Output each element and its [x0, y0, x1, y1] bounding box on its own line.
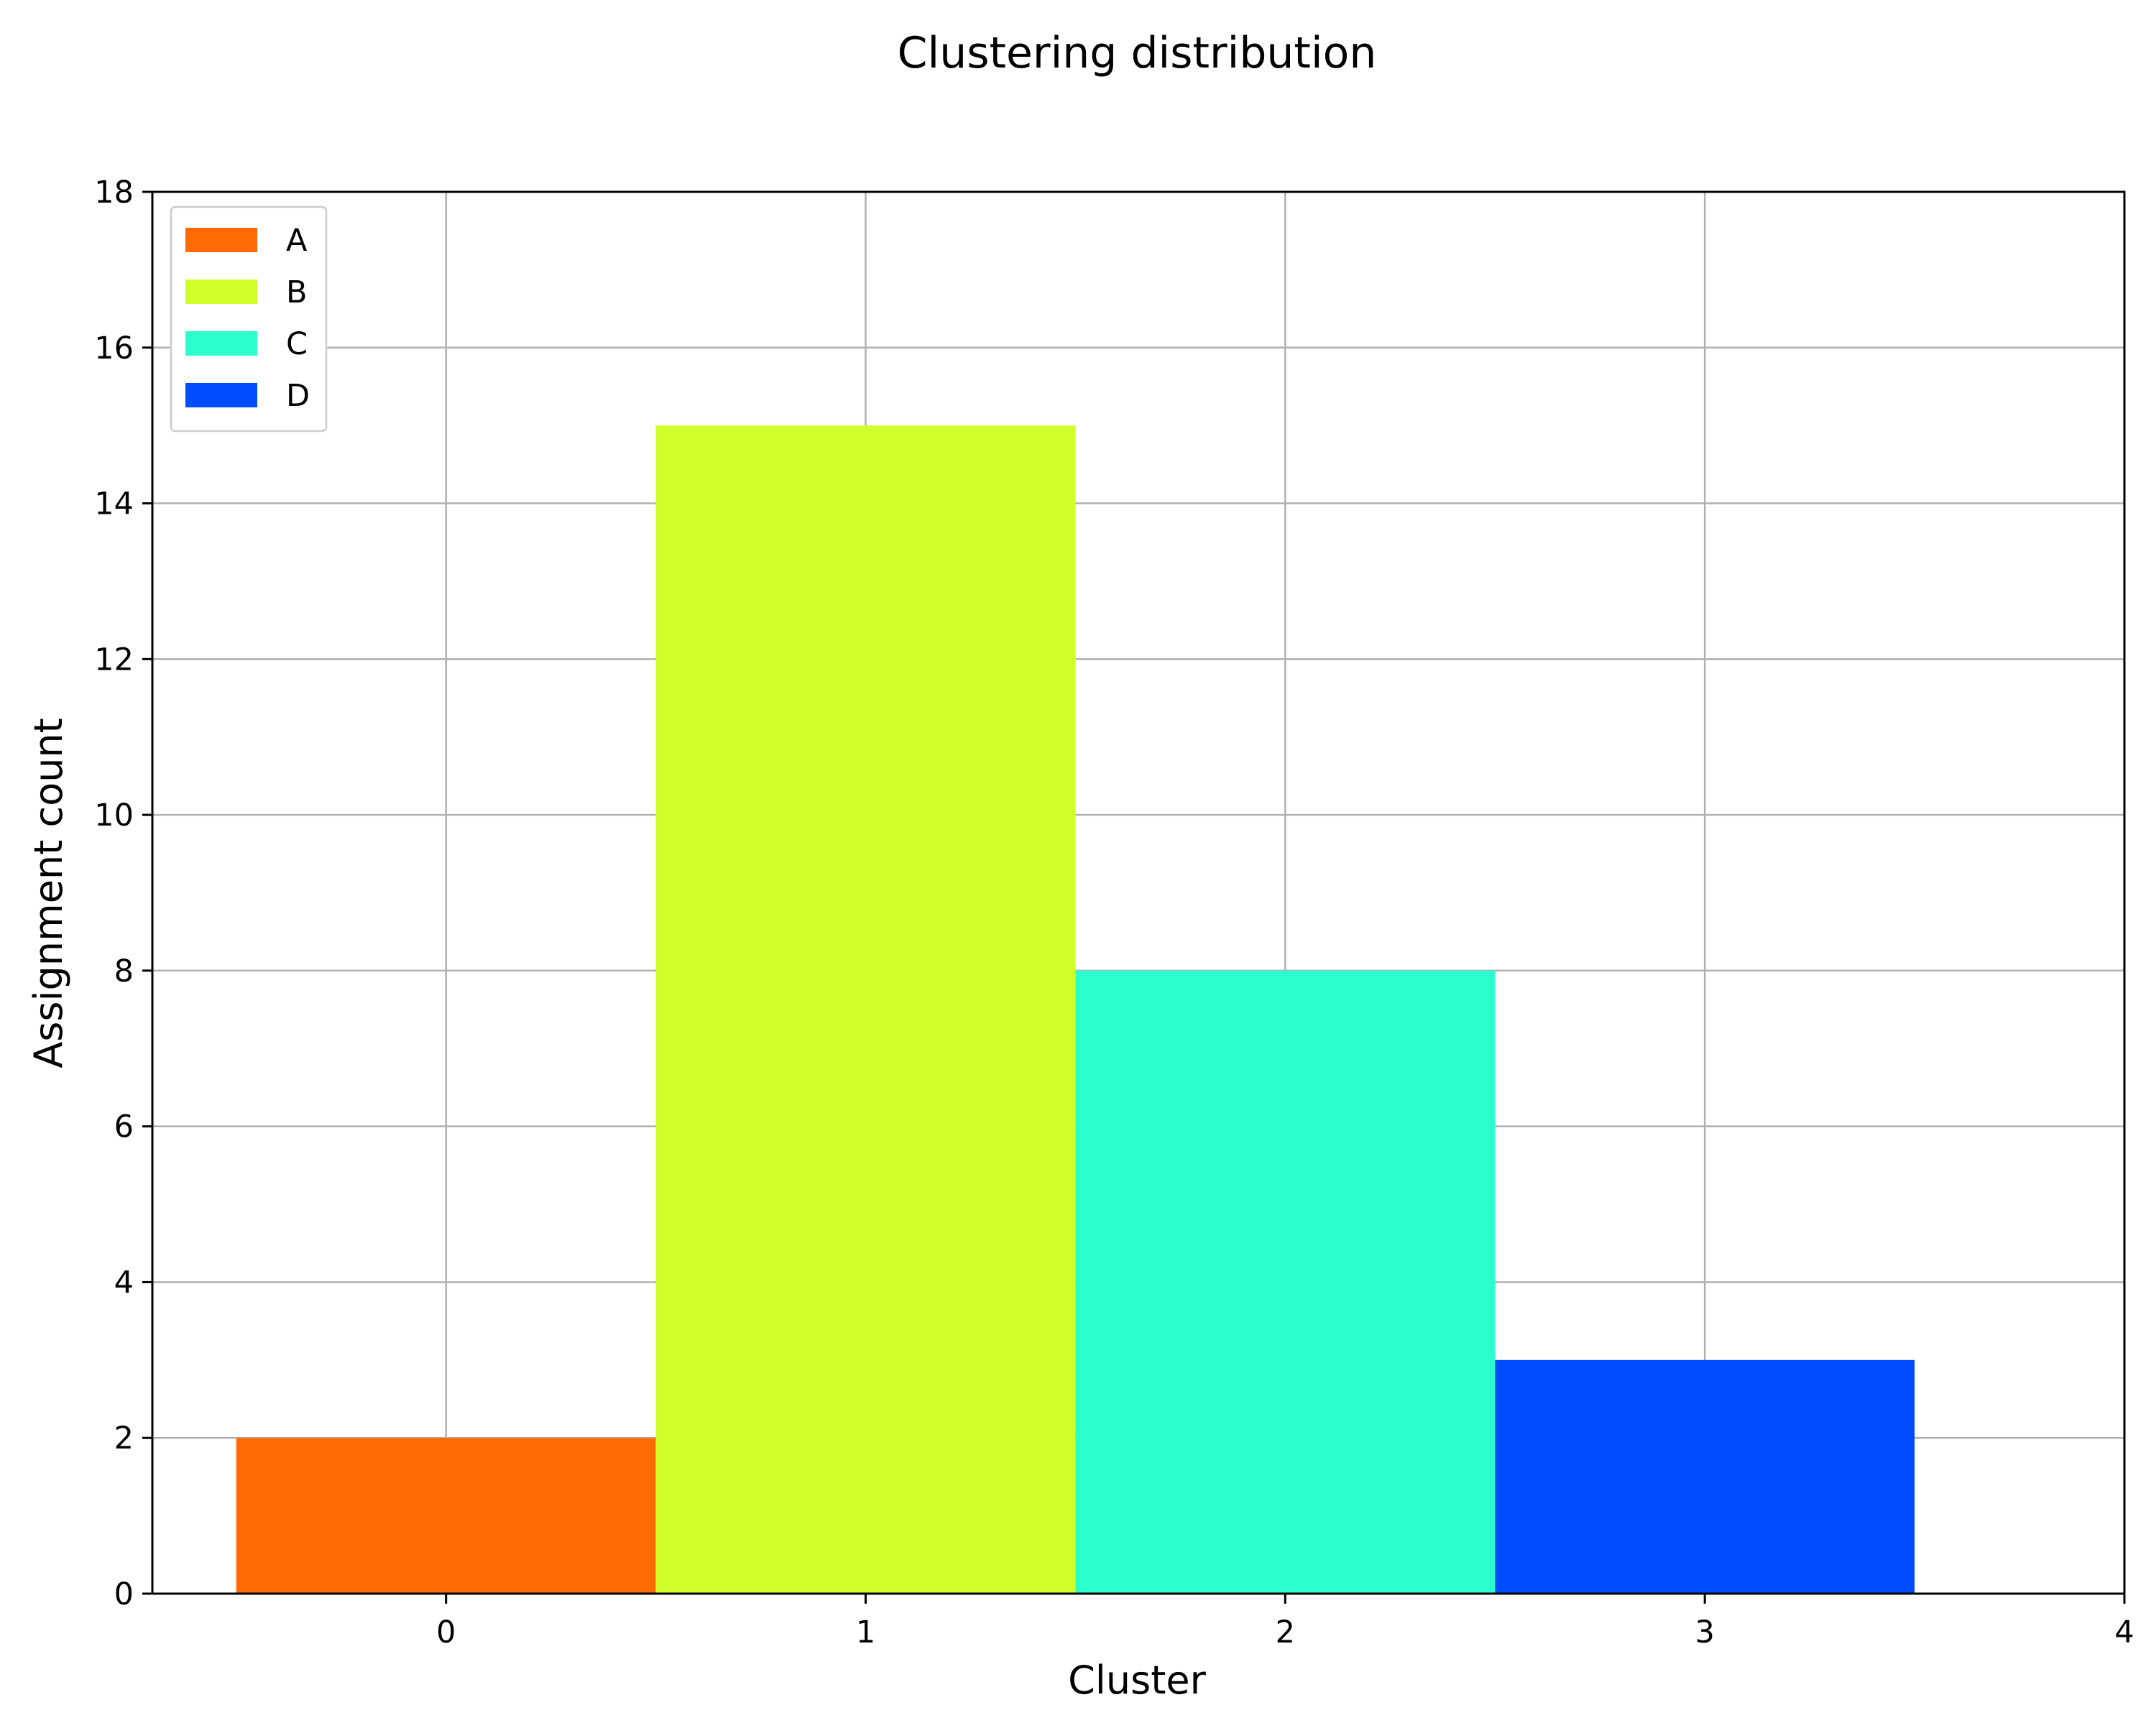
y-axis-ticks: 0 2 4 6 8 10 12 14 16 18 — [94, 175, 152, 1612]
legend-label-d: D — [286, 378, 310, 414]
x-tick-label: 3 — [1695, 1614, 1714, 1650]
bar-d — [1495, 1359, 1915, 1594]
y-tick-label: 4 — [114, 1265, 134, 1300]
bar-c — [1075, 970, 1496, 1594]
legend-label-a: A — [286, 223, 308, 259]
legend-swatch-a — [185, 228, 257, 252]
chart-title: Clustering distribution — [898, 28, 1377, 78]
x-tick-label: 0 — [436, 1614, 456, 1650]
x-axis-label: Cluster — [1068, 1658, 1206, 1703]
x-tick-label: 2 — [1276, 1614, 1295, 1650]
y-tick-label: 2 — [114, 1420, 134, 1456]
y-tick-label: 18 — [94, 175, 134, 211]
bars — [236, 425, 1915, 1594]
y-tick-label: 10 — [94, 798, 134, 833]
x-axis-ticks: 0 1 2 3 4 — [436, 1594, 2134, 1650]
y-tick-label: 8 — [114, 953, 134, 989]
bar-b — [655, 425, 1076, 1594]
plot-frame — [151, 190, 2126, 1595]
y-tick-label: 12 — [94, 642, 134, 678]
legend-swatch-d — [185, 383, 257, 407]
bar-a — [236, 1438, 656, 1594]
legend-label-c: C — [286, 326, 308, 362]
y-axis-label: Assignment count — [26, 718, 71, 1068]
legend-swatch-b — [185, 279, 257, 304]
y-tick-label: 14 — [94, 486, 134, 522]
y-tick-label: 16 — [94, 331, 134, 366]
legend-label-b: B — [286, 274, 308, 310]
legend-swatch-c — [185, 331, 257, 356]
y-tick-label: 0 — [114, 1576, 134, 1612]
x-tick-label: 4 — [2114, 1614, 2134, 1650]
x-tick-label: 1 — [856, 1614, 875, 1650]
legend-frame — [170, 205, 328, 433]
y-tick-label: 6 — [114, 1109, 134, 1145]
